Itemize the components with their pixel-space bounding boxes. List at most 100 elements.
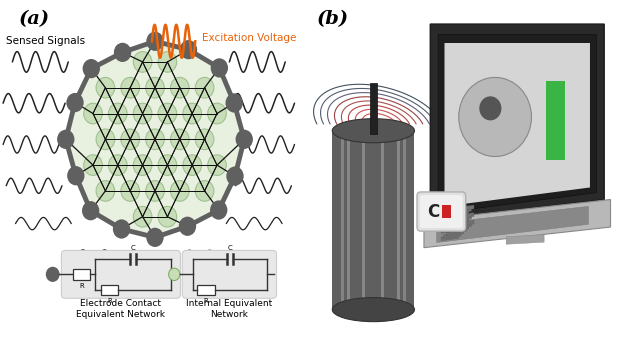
Circle shape — [82, 59, 100, 78]
Bar — [101, 285, 118, 295]
Circle shape — [121, 181, 140, 201]
Circle shape — [208, 103, 226, 124]
Polygon shape — [446, 230, 464, 236]
Circle shape — [180, 40, 197, 59]
Polygon shape — [446, 215, 464, 221]
Circle shape — [459, 77, 531, 157]
Polygon shape — [445, 43, 590, 206]
Circle shape — [108, 155, 127, 175]
Polygon shape — [441, 235, 459, 241]
Bar — [362, 138, 365, 303]
Bar — [397, 138, 400, 303]
Bar — [332, 131, 415, 310]
Polygon shape — [454, 207, 471, 214]
Circle shape — [113, 219, 130, 239]
Circle shape — [96, 181, 115, 201]
Bar — [347, 138, 350, 303]
Ellipse shape — [332, 298, 415, 322]
Text: R: R — [79, 283, 84, 289]
Circle shape — [158, 206, 177, 227]
Bar — [381, 138, 384, 303]
Circle shape — [169, 268, 180, 281]
Polygon shape — [449, 212, 466, 218]
Polygon shape — [66, 41, 244, 237]
Bar — [442, 205, 451, 218]
Polygon shape — [456, 213, 474, 219]
Circle shape — [146, 129, 164, 150]
Circle shape — [183, 155, 202, 175]
Text: R: R — [203, 298, 208, 304]
Text: C: C — [427, 203, 439, 221]
Circle shape — [158, 52, 177, 72]
Text: Internal Equivalent
Network: Internal Equivalent Network — [186, 299, 273, 319]
Circle shape — [195, 181, 214, 201]
Circle shape — [226, 166, 244, 186]
Bar — [341, 138, 344, 303]
Polygon shape — [430, 24, 604, 220]
Circle shape — [57, 130, 74, 149]
Text: C: C — [228, 245, 232, 251]
Bar — [370, 83, 376, 134]
Circle shape — [133, 206, 152, 227]
Polygon shape — [456, 220, 474, 226]
Circle shape — [208, 155, 226, 175]
Polygon shape — [441, 219, 459, 226]
Circle shape — [236, 130, 253, 149]
Circle shape — [479, 96, 502, 120]
Polygon shape — [449, 227, 466, 234]
Circle shape — [211, 58, 228, 77]
Ellipse shape — [332, 119, 415, 143]
Polygon shape — [436, 206, 588, 243]
Polygon shape — [451, 225, 469, 231]
Text: Electrode Contact
Equivalent Network: Electrode Contact Equivalent Network — [76, 299, 166, 319]
FancyBboxPatch shape — [182, 250, 277, 298]
Circle shape — [183, 103, 202, 124]
FancyBboxPatch shape — [417, 192, 466, 231]
Circle shape — [146, 77, 164, 98]
Bar — [197, 285, 215, 295]
Text: C: C — [131, 245, 136, 251]
Polygon shape — [456, 205, 474, 211]
Bar — [362, 138, 365, 303]
Circle shape — [66, 93, 84, 112]
Polygon shape — [451, 217, 469, 224]
Circle shape — [133, 103, 152, 124]
Circle shape — [96, 77, 115, 98]
Circle shape — [133, 52, 152, 72]
Bar — [347, 138, 350, 303]
Circle shape — [96, 129, 115, 150]
Bar — [397, 138, 400, 303]
Circle shape — [146, 181, 164, 201]
Bar — [402, 138, 405, 303]
Circle shape — [210, 201, 228, 220]
Polygon shape — [454, 215, 471, 221]
Circle shape — [179, 217, 196, 236]
Circle shape — [195, 129, 214, 150]
Circle shape — [67, 166, 84, 185]
Circle shape — [146, 32, 164, 51]
Polygon shape — [424, 200, 611, 248]
Polygon shape — [506, 235, 544, 244]
Circle shape — [121, 77, 140, 98]
Bar — [73, 269, 90, 280]
Polygon shape — [449, 220, 466, 226]
Text: R: R — [107, 298, 112, 304]
Circle shape — [46, 268, 59, 281]
Circle shape — [114, 43, 131, 62]
Polygon shape — [438, 34, 596, 213]
Polygon shape — [451, 210, 469, 216]
Circle shape — [82, 201, 99, 221]
Circle shape — [170, 181, 189, 201]
Text: (b): (b) — [316, 10, 348, 28]
Circle shape — [195, 77, 214, 98]
Circle shape — [108, 103, 127, 124]
Text: Excitation Voltage: Excitation Voltage — [202, 33, 296, 43]
FancyBboxPatch shape — [420, 195, 463, 228]
Circle shape — [84, 103, 102, 124]
Polygon shape — [446, 222, 464, 228]
Text: Sensed Signals: Sensed Signals — [6, 36, 86, 46]
FancyBboxPatch shape — [61, 250, 180, 298]
Circle shape — [146, 228, 164, 247]
Circle shape — [226, 93, 243, 112]
Circle shape — [170, 77, 189, 98]
